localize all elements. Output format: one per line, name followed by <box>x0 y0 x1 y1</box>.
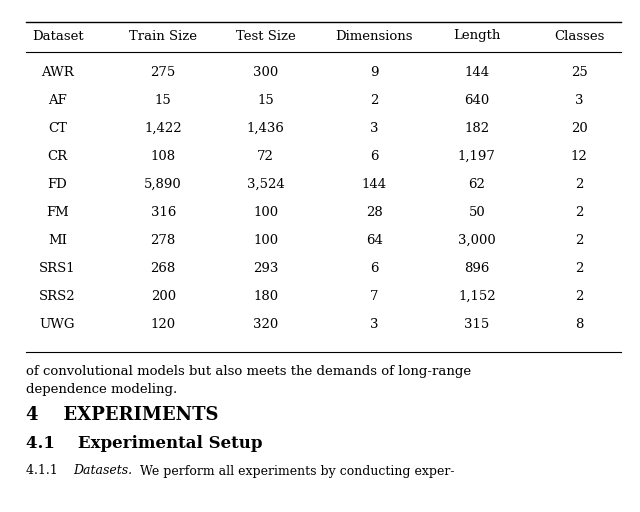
Text: 50: 50 <box>468 205 485 219</box>
Text: 7: 7 <box>370 289 379 303</box>
Text: FM: FM <box>46 205 69 219</box>
Text: 3: 3 <box>370 317 379 331</box>
Text: 100: 100 <box>253 233 278 246</box>
Text: 4    EXPERIMENTS: 4 EXPERIMENTS <box>26 406 218 424</box>
Text: Classes: Classes <box>554 30 604 42</box>
Text: SRS1: SRS1 <box>39 262 76 274</box>
Text: We perform all experiments by conducting exper-: We perform all experiments by conducting… <box>132 464 455 478</box>
Text: CT: CT <box>48 121 67 135</box>
Text: of convolutional models but also meets the demands of long-range: of convolutional models but also meets t… <box>26 366 471 378</box>
Text: 3: 3 <box>575 94 584 106</box>
Text: 2: 2 <box>575 233 584 246</box>
Text: 6: 6 <box>370 262 379 274</box>
Text: AF: AF <box>48 94 67 106</box>
Text: 15: 15 <box>155 94 172 106</box>
Text: Test Size: Test Size <box>236 30 296 42</box>
Text: 268: 268 <box>150 262 176 274</box>
Text: AWR: AWR <box>41 66 74 78</box>
Text: 293: 293 <box>253 262 278 274</box>
Text: 108: 108 <box>150 150 176 162</box>
Text: Dimensions: Dimensions <box>335 30 413 42</box>
Text: MI: MI <box>48 233 67 246</box>
Text: 1,422: 1,422 <box>145 121 182 135</box>
Text: 12: 12 <box>571 150 588 162</box>
Text: 9: 9 <box>370 66 379 78</box>
Text: 180: 180 <box>253 289 278 303</box>
Text: 2: 2 <box>575 205 584 219</box>
Text: 315: 315 <box>464 317 490 331</box>
Text: 25: 25 <box>571 66 588 78</box>
Text: 182: 182 <box>464 121 490 135</box>
Text: Train Size: Train Size <box>129 30 197 42</box>
Text: 3: 3 <box>370 121 379 135</box>
Text: 8: 8 <box>575 317 584 331</box>
Text: 278: 278 <box>150 233 176 246</box>
Text: 28: 28 <box>366 205 383 219</box>
Text: 100: 100 <box>253 205 278 219</box>
Text: 2: 2 <box>575 178 584 190</box>
Text: 1,436: 1,436 <box>246 121 285 135</box>
Text: Datasets.: Datasets. <box>74 464 132 478</box>
Text: 200: 200 <box>150 289 176 303</box>
Text: 15: 15 <box>257 94 274 106</box>
Text: CR: CR <box>47 150 68 162</box>
Text: 144: 144 <box>464 66 490 78</box>
Text: 5,890: 5,890 <box>145 178 182 190</box>
Text: 3,524: 3,524 <box>247 178 284 190</box>
Text: dependence modeling.: dependence modeling. <box>26 383 177 396</box>
Text: 275: 275 <box>150 66 176 78</box>
Text: 2: 2 <box>370 94 379 106</box>
Text: 64: 64 <box>366 233 383 246</box>
Text: 2: 2 <box>575 262 584 274</box>
Text: 2: 2 <box>575 289 584 303</box>
Text: FD: FD <box>48 178 67 190</box>
Text: Dataset: Dataset <box>32 30 83 42</box>
Text: 1,152: 1,152 <box>458 289 495 303</box>
Text: UWG: UWG <box>40 317 76 331</box>
Text: 4.1    Experimental Setup: 4.1 Experimental Setup <box>26 436 262 453</box>
Text: 4.1.1: 4.1.1 <box>26 464 74 478</box>
Text: 316: 316 <box>150 205 176 219</box>
Text: 144: 144 <box>362 178 387 190</box>
Text: Length: Length <box>453 30 500 42</box>
Text: 6: 6 <box>370 150 379 162</box>
Text: 72: 72 <box>257 150 274 162</box>
Text: 120: 120 <box>150 317 176 331</box>
Text: 62: 62 <box>468 178 485 190</box>
Text: SRS2: SRS2 <box>39 289 76 303</box>
Text: 300: 300 <box>253 66 278 78</box>
Text: 320: 320 <box>253 317 278 331</box>
Text: 3,000: 3,000 <box>458 233 495 246</box>
Text: 20: 20 <box>571 121 588 135</box>
Text: 896: 896 <box>464 262 490 274</box>
Text: 1,197: 1,197 <box>458 150 496 162</box>
Text: 640: 640 <box>464 94 490 106</box>
